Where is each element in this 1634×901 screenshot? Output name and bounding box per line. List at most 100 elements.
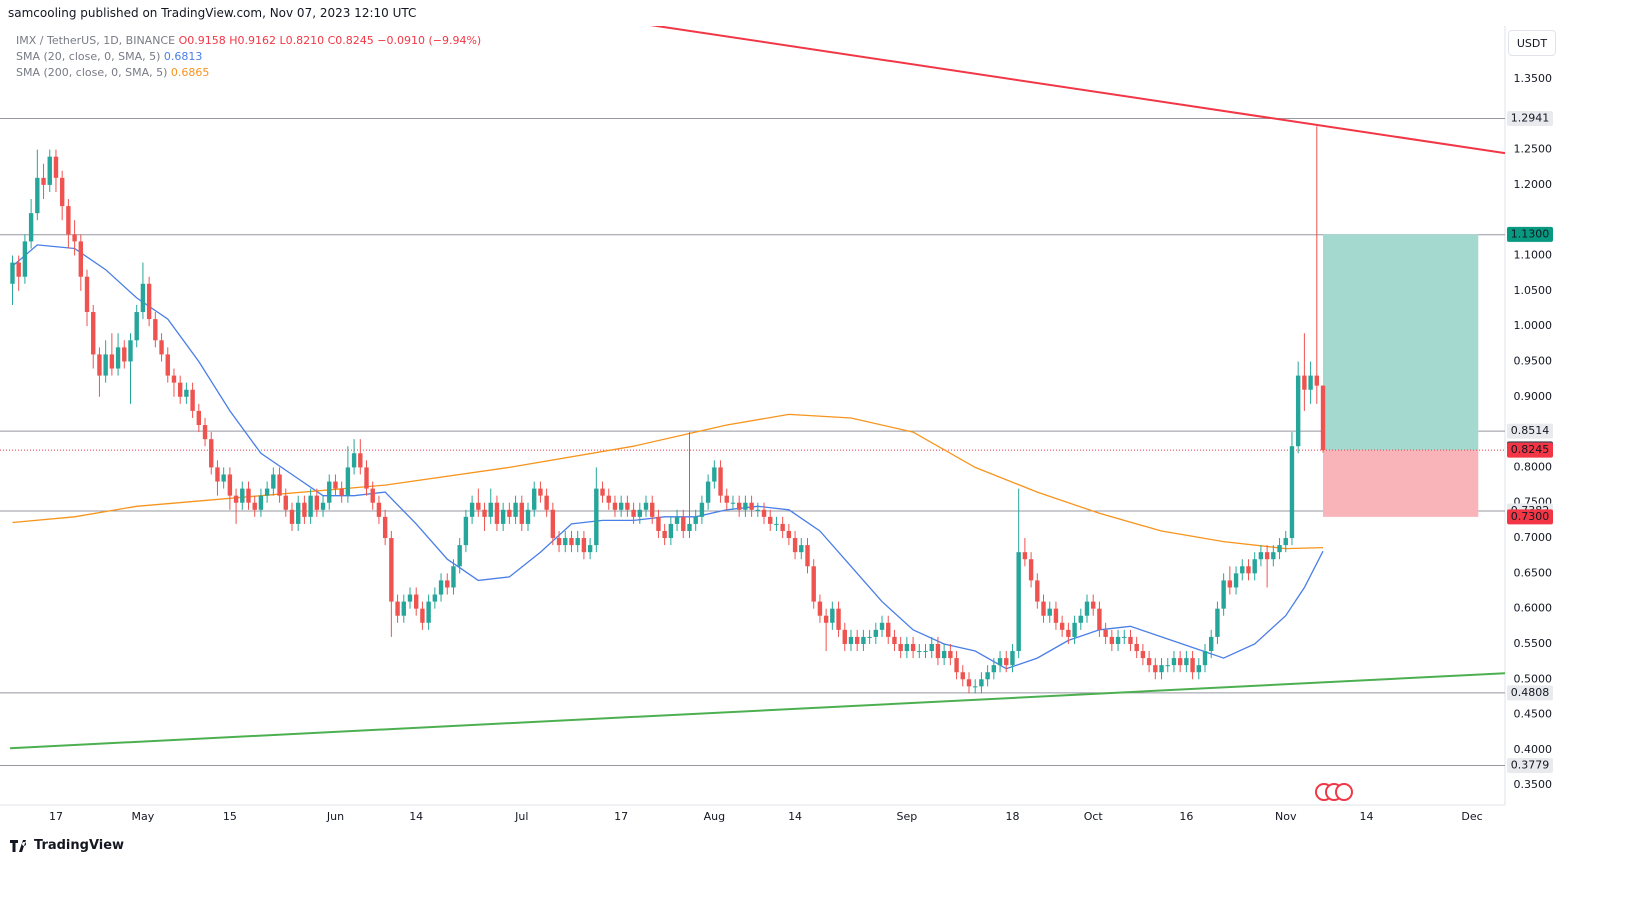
candle-body (861, 636, 866, 644)
candle-body (1140, 651, 1146, 659)
y-tick-label: 0.5500 (1514, 637, 1553, 650)
candle-body (774, 523, 779, 525)
candle-body (923, 651, 928, 653)
candle-body (364, 467, 369, 489)
candle-body (929, 643, 934, 652)
candle-body (271, 474, 276, 489)
sma200-value: 0.6865 (170, 66, 210, 79)
price-label-bg (1507, 758, 1553, 774)
y-tick-label: 0.3500 (1514, 778, 1553, 791)
footer: TradingView (10, 838, 124, 853)
candle-body (1202, 651, 1208, 666)
candle-body (128, 340, 133, 362)
candle-body (1016, 552, 1021, 652)
candle-body (190, 389, 195, 411)
candle-body (948, 651, 953, 659)
price-label: 0.4808 (1507, 685, 1553, 701)
candle-body (1171, 658, 1177, 666)
candle-body (842, 629, 847, 644)
candle-body (140, 283, 146, 313)
candle-body (370, 488, 375, 503)
price-label-bg (1507, 509, 1553, 525)
candle-body (233, 495, 239, 503)
candle-body (1233, 573, 1239, 588)
candle-body (606, 495, 611, 503)
candle-body (712, 467, 717, 482)
candle-body (476, 502, 481, 510)
candle-body (1059, 622, 1065, 630)
candle-body (488, 502, 493, 517)
candle-body (389, 538, 394, 602)
y-tick-label: 1.3500 (1514, 72, 1553, 85)
candle-body (1091, 601, 1096, 609)
candle-body (693, 516, 698, 524)
candle-body (1209, 636, 1214, 652)
candle-body (426, 601, 431, 623)
candle-body (35, 177, 40, 214)
candle-body (1022, 552, 1028, 560)
candle-body (519, 502, 524, 524)
candle-body (333, 481, 338, 489)
symbol: IMX / TetherUS, 1D, BINANCE (16, 34, 176, 47)
candle-body (749, 502, 754, 510)
y-tick-label: 0.9500 (1514, 354, 1553, 367)
candle-body (736, 502, 742, 510)
price-label: 0.8514 (1507, 423, 1553, 439)
candle-body (1227, 580, 1233, 588)
candle-body (1097, 608, 1102, 630)
candle-body (569, 538, 574, 546)
candle-body (22, 241, 28, 277)
candle-body (1047, 608, 1052, 616)
candle-body (1258, 552, 1264, 560)
candle-body (563, 538, 568, 546)
x-tick-label: 17 (614, 810, 628, 823)
ohlc-high: H0.9162 (229, 34, 276, 47)
candle-body (16, 262, 21, 277)
candle-body (575, 538, 580, 546)
candle-body (66, 206, 71, 235)
x-tick-label: Sep (897, 810, 918, 823)
candle-body (1084, 601, 1090, 616)
candle-body (401, 601, 406, 616)
candle-body (550, 509, 556, 539)
candle-body (768, 516, 773, 524)
x-tick-label: Dec (1461, 810, 1482, 823)
candle-body (1078, 615, 1083, 623)
candle-body (445, 580, 450, 588)
candle-body (823, 615, 829, 623)
y-tick-label: 1.1000 (1514, 249, 1553, 262)
candle-body (196, 410, 202, 426)
candle-body (904, 643, 910, 652)
candle-body (1109, 636, 1115, 644)
logo-icon (10, 839, 27, 852)
y-tick-label: 0.4000 (1514, 743, 1553, 756)
candle-body (867, 636, 872, 638)
candle-body (1196, 665, 1201, 673)
candle-body (544, 495, 549, 510)
ohlc-change: −0.0910 (−9.94%) (377, 34, 482, 47)
candle-body (177, 382, 183, 397)
currency-button[interactable]: USDT (1508, 30, 1556, 56)
y-tick-label: 0.9000 (1514, 390, 1553, 403)
x-tick-label: 17 (49, 810, 63, 823)
price-label-text: 0.7300 (1511, 510, 1550, 523)
y-tick-label: 1.2500 (1514, 143, 1553, 156)
candle-body (1295, 375, 1301, 447)
candle-body (103, 354, 108, 376)
candle-body (979, 679, 984, 687)
candle-body (246, 488, 251, 503)
candle-body (1184, 658, 1189, 666)
candle-body (1053, 608, 1059, 623)
candle-body (1320, 385, 1326, 451)
candle-body (960, 672, 965, 680)
candle-body (59, 177, 65, 207)
candle-body (500, 509, 506, 524)
price-label: 0.8245 (1507, 442, 1553, 458)
candle-body (1072, 622, 1077, 637)
candle-body (494, 502, 500, 524)
candle-body (674, 516, 680, 524)
candle-body (556, 538, 562, 546)
price-label: 0.3779 (1507, 758, 1553, 774)
candle-body (153, 319, 158, 341)
